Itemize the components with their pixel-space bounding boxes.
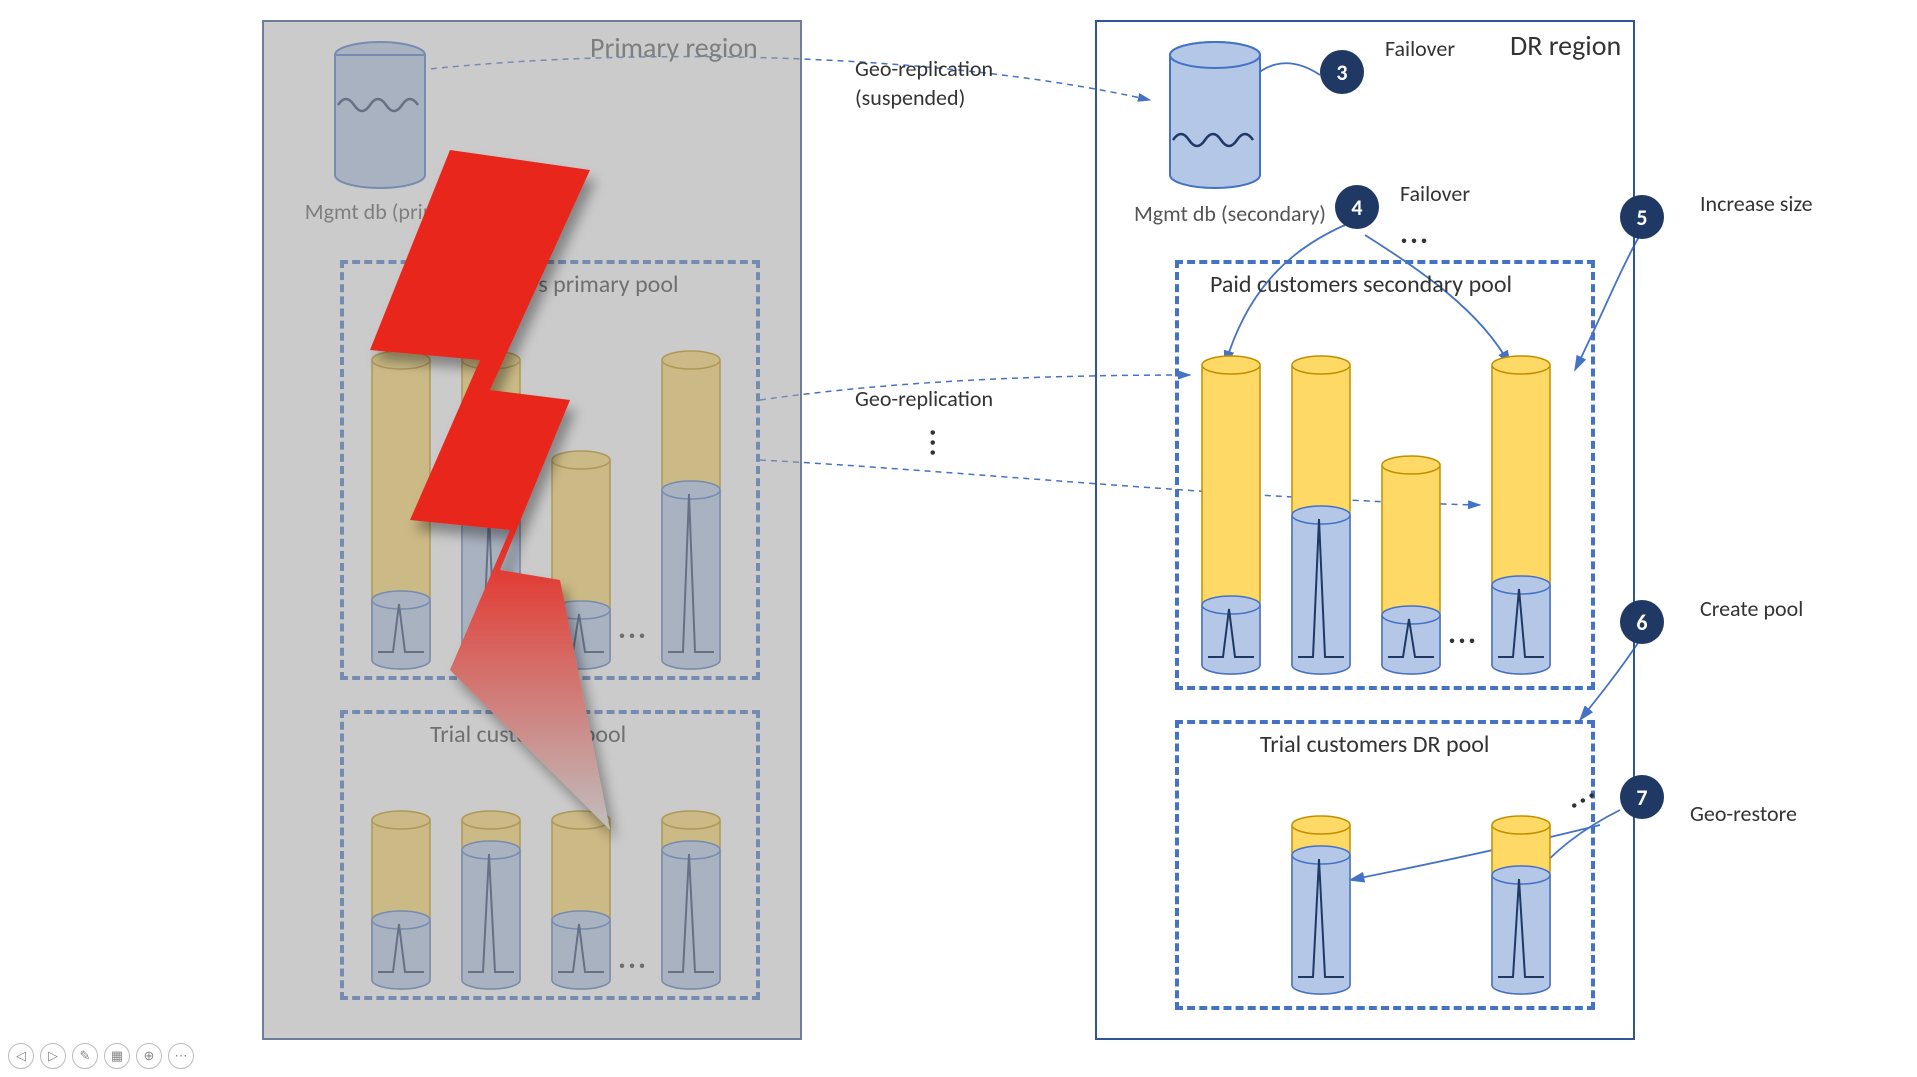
mgmt-db-secondary-label: Mgmt db (secondary) xyxy=(1120,200,1340,227)
ellipsis-geo-rep: ... xyxy=(922,429,959,459)
presentation-toolbar: ◁ ▷ ✎ ▦ ⊕ ⋯ xyxy=(8,1043,194,1069)
dr-region-title: DR region xyxy=(1510,28,1621,63)
pen-button[interactable]: ✎ xyxy=(72,1043,98,1069)
step-5-badge: 5 xyxy=(1620,195,1664,239)
geo-rep-label: Geo-replication xyxy=(855,385,993,412)
step-7-label: Geo-restore xyxy=(1690,800,1797,827)
more-button[interactable]: ⋯ xyxy=(168,1043,194,1069)
step-6-badge: 6 xyxy=(1620,600,1664,644)
geo-rep-suspended-label: Geo-replication (suspended) xyxy=(855,55,993,112)
trial-dr-pool-title: Trial customers DR pool xyxy=(1260,730,1489,759)
zoom-button[interactable]: ⊕ xyxy=(136,1043,162,1069)
step-4-label: Failover xyxy=(1400,180,1470,207)
step-3-badge: 3 xyxy=(1320,50,1364,94)
primary-failed-overlay xyxy=(262,20,802,1040)
next-slide-button[interactable]: ▷ xyxy=(40,1043,66,1069)
step-7-badge: 7 xyxy=(1620,775,1664,819)
ellipsis-step4: ... xyxy=(1400,215,1430,252)
step-5-label: Increase size xyxy=(1700,190,1813,217)
slides-button[interactable]: ▦ xyxy=(104,1043,130,1069)
step-4-badge: 4 xyxy=(1335,185,1379,229)
step-6-label: Create pool xyxy=(1700,595,1803,622)
ellipsis-paid-dr: ... xyxy=(1448,615,1478,652)
step-3-label: Failover xyxy=(1385,35,1455,62)
mgmt-db-secondary xyxy=(1165,40,1265,190)
prev-slide-button[interactable]: ◁ xyxy=(8,1043,34,1069)
paid-dr-pool-title: Paid customers secondary pool xyxy=(1210,270,1512,299)
